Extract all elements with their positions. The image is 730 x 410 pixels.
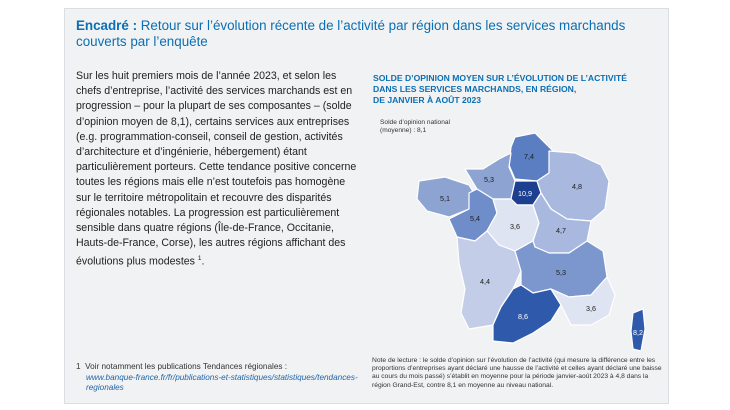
body-paragraph: Sur les huit premiers mois de l’année 20… xyxy=(76,70,357,268)
value-label-pays-de-la-loire: 5,4 xyxy=(470,214,480,223)
value-label-provence-alpes-cote-dazur: 3,6 xyxy=(586,304,596,313)
headline-title: Retour sur l’évolution récente de l’acti… xyxy=(76,18,626,49)
national-label-line1: Solde d’opinion national xyxy=(380,119,451,126)
value-label-bretagne: 5,1 xyxy=(440,194,450,203)
insert-headline: Encadré : Retour sur l’évolution récente… xyxy=(76,18,661,50)
headline-prefix: Encadré : xyxy=(76,18,138,33)
region-corse xyxy=(630,308,646,352)
footnote: 1 Voir notamment les publications Tendan… xyxy=(76,362,366,394)
value-label-ile-de-france: 10,9 xyxy=(518,189,532,198)
map-title: SOLDE D’OPINION MOYEN SUR L’ÉVOLUTION DE… xyxy=(373,73,658,106)
map-title-line3: DE JANVIER À AOÛT 2023 xyxy=(373,95,482,105)
value-label-bourgogne-franche-comte: 4,7 xyxy=(556,226,566,235)
value-label-auvergne-rhone-alpes: 5,3 xyxy=(556,268,566,277)
map-title-line1: SOLDE D’OPINION MOYEN SUR L’ÉVOLUTION DE… xyxy=(373,73,628,83)
value-label-nouvelle-aquitaine: 4,4 xyxy=(480,277,490,286)
value-label-hauts-de-france: 7,4 xyxy=(524,152,534,161)
region-provence-alpes-cote-dazur xyxy=(550,276,616,326)
body-text: Sur les huit premiers mois de l’année 20… xyxy=(76,70,357,268)
value-label-corse: 8,2 xyxy=(633,328,643,337)
footnote-number: 1 xyxy=(76,362,81,371)
national-average-label: Solde d’opinion national (moyenne) : 8,1 xyxy=(380,119,450,135)
value-label-centre-val-de-loire: 3,6 xyxy=(510,222,520,231)
footnote-reference: 1 xyxy=(197,255,202,263)
reading-note: Note de lecture : le solde d’opinion sur… xyxy=(372,357,662,389)
boxed-insert: Encadré : Retour sur l’évolution récente… xyxy=(64,8,669,404)
map-title-line2: DANS LES SERVICES MARCHANDS, EN RÉGION, xyxy=(373,84,577,94)
france-regions-map: 7,4 5,3 10,9 4,8 5,1 5,4 3,6 4,7 4,4 5,3… xyxy=(416,132,646,352)
footnote-text: Voir notamment les publications Tendance… xyxy=(85,362,288,371)
value-label-normandie: 5,3 xyxy=(484,175,494,184)
footnote-link[interactable]: www.banque-france.fr/fr/publications-et-… xyxy=(86,372,358,393)
value-label-grand-est: 4,8 xyxy=(572,182,582,191)
value-label-occitanie: 8,6 xyxy=(518,312,528,321)
national-label-line2: (moyenne) : 8,1 xyxy=(380,127,427,134)
